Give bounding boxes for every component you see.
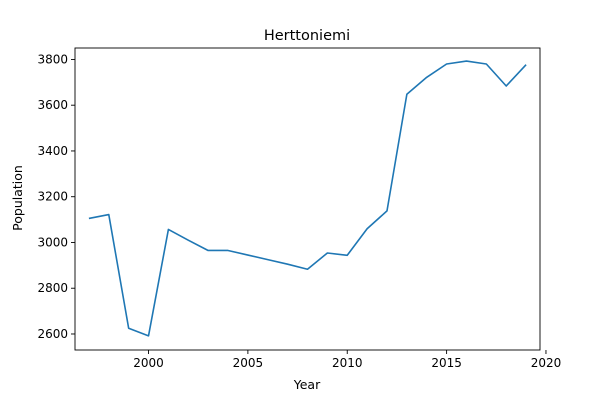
y-tick-label: 3800 [37,52,68,66]
x-tick-label: 2005 [233,356,264,370]
x-tick-label: 2020 [531,356,562,370]
plot-area: 2000 2005 2010 2015 2020 2600 2800 3000 3200 3400… [37,47,562,370]
y-tick-label: 2600 [37,327,68,341]
plot-frame [74,47,541,351]
y-tick-label: 3200 [37,190,68,204]
x-axis-label: Year [293,377,321,392]
x-tick-label: 2015 [431,356,462,370]
y-tick-label: 3600 [37,98,68,112]
y-axis-label: Population [10,165,25,231]
y-tick-label: 3000 [37,235,68,249]
chart-title: Herttoniemi [264,28,350,44]
x-tick-label: 2010 [332,356,363,370]
x-tick-label: 2000 [133,356,164,370]
y-tick-label: 2800 [37,281,68,295]
series-line-0 [88,60,527,337]
y-tick-label: 3400 [37,144,68,158]
